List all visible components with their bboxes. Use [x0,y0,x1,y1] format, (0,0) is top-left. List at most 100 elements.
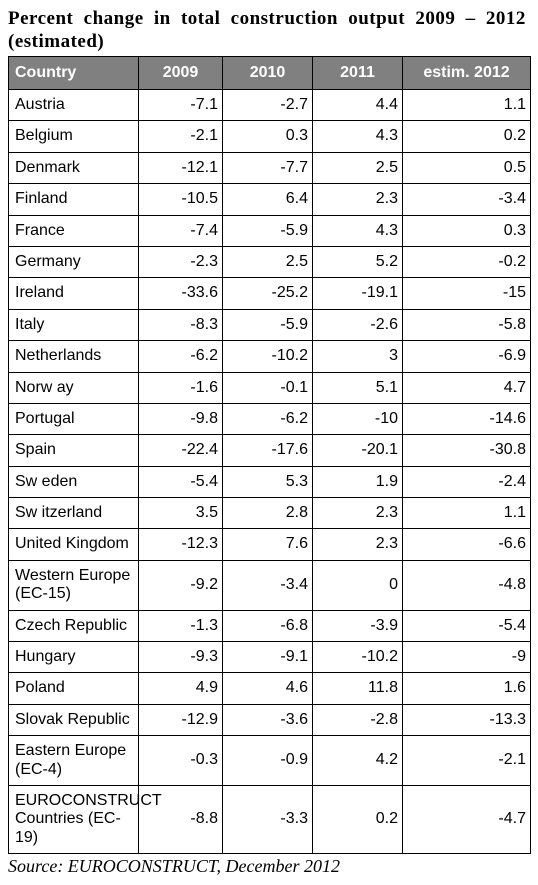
value-cell: 3 [313,341,403,372]
country-cell: France [9,215,139,246]
value-cell: -7.7 [223,152,313,183]
col-header-country: Country [9,56,139,89]
table-body: Austria-7.1-2.74.41.1Belgium-2.10.34.30.… [9,89,531,853]
country-cell: Western Europe (EC-15) [9,560,139,610]
table-row: Denmark-12.1-7.72.50.5 [9,152,531,183]
value-cell: -7.4 [139,215,223,246]
table-row: Ireland-33.6-25.2-19.1-15 [9,278,531,309]
value-cell: -0.9 [223,736,313,786]
table-row: Italy-8.3-5.9-2.6-5.8 [9,309,531,340]
value-cell: -8.3 [139,309,223,340]
value-cell: 4.6 [223,673,313,704]
country-cell: Italy [9,309,139,340]
value-cell: -3.3 [223,785,313,853]
value-cell: 2.3 [313,529,403,560]
value-cell: -6.9 [403,341,531,372]
table-header-row: Country 2009 2010 2011 estim. 2012 [9,56,531,89]
value-cell: 1.1 [403,498,531,529]
value-cell: 4.4 [313,89,403,120]
value-cell: 11.8 [313,673,403,704]
country-cell: Austria [9,89,139,120]
value-cell: -20.1 [313,435,403,466]
value-cell: 2.8 [223,498,313,529]
value-cell: -30.8 [403,435,531,466]
value-cell: -10.2 [223,341,313,372]
value-cell: -0.2 [403,246,531,277]
table-row: Western Europe (EC-15)-9.2-3.40-4.8 [9,560,531,610]
value-cell: -12.9 [139,704,223,735]
country-cell: Eastern Europe (EC-4) [9,736,139,786]
value-cell: 2.3 [313,498,403,529]
table-row: Netherlands-6.2-10.23-6.9 [9,341,531,372]
value-cell: -12.1 [139,152,223,183]
value-cell: -9.2 [139,560,223,610]
page-title: Percent change in total construction out… [8,8,530,54]
value-cell: 2.5 [313,152,403,183]
value-cell: 0.2 [403,121,531,152]
value-cell: -15 [403,278,531,309]
value-cell: -1.6 [139,372,223,403]
value-cell: -10.2 [313,642,403,673]
value-cell: 6.4 [223,184,313,215]
value-cell: -2.4 [403,466,531,497]
source-line: Source: EUROCONSTRUCT, December 2012 [8,856,530,877]
value-cell: -4.7 [403,785,531,853]
value-cell: -3.4 [403,184,531,215]
table-row: Finland-10.56.42.3-3.4 [9,184,531,215]
value-cell: 4.3 [313,121,403,152]
value-cell: -6.6 [403,529,531,560]
value-cell: -2.3 [139,246,223,277]
value-cell: -0.1 [223,372,313,403]
col-header-2009: 2009 [139,56,223,89]
country-cell: Portugal [9,403,139,434]
country-cell: United Kingdom [9,529,139,560]
value-cell: -12.3 [139,529,223,560]
value-cell: -2.6 [313,309,403,340]
value-cell: -7.1 [139,89,223,120]
value-cell: -19.1 [313,278,403,309]
value-cell: -6.8 [223,610,313,641]
country-cell: Germany [9,246,139,277]
value-cell: -22.4 [139,435,223,466]
value-cell: -5.4 [403,610,531,641]
country-cell: Slovak Republic [9,704,139,735]
value-cell: -3.4 [223,560,313,610]
value-cell: -2.7 [223,89,313,120]
value-cell: 0.3 [223,121,313,152]
country-cell: Norw ay [9,372,139,403]
country-cell: Sw itzerland [9,498,139,529]
value-cell: -5.9 [223,215,313,246]
value-cell: 5.2 [313,246,403,277]
value-cell: -4.8 [403,560,531,610]
value-cell: -9.1 [223,642,313,673]
table-row: France-7.4-5.94.30.3 [9,215,531,246]
value-cell: -9 [403,642,531,673]
value-cell: 5.1 [313,372,403,403]
value-cell: -0.3 [139,736,223,786]
table-row: Hungary-9.3-9.1-10.2-9 [9,642,531,673]
country-cell: Belgium [9,121,139,152]
value-cell: -6.2 [223,403,313,434]
value-cell: 1.1 [403,89,531,120]
value-cell: 4.2 [313,736,403,786]
value-cell: -5.8 [403,309,531,340]
value-cell: 2.5 [223,246,313,277]
value-cell: 1.6 [403,673,531,704]
table-row: Czech Republic-1.3-6.8-3.9-5.4 [9,610,531,641]
country-cell: Netherlands [9,341,139,372]
construction-output-table: Country 2009 2010 2011 estim. 2012 Austr… [8,56,531,855]
country-cell: Sw eden [9,466,139,497]
country-cell: Czech Republic [9,610,139,641]
col-header-2010: 2010 [223,56,313,89]
value-cell: 0.5 [403,152,531,183]
value-cell: 0 [313,560,403,610]
value-cell: -6.2 [139,341,223,372]
table-row: Slovak Republic-12.9-3.6-2.8-13.3 [9,704,531,735]
value-cell: 0.2 [313,785,403,853]
value-cell: -3.9 [313,610,403,641]
value-cell: -14.6 [403,403,531,434]
table-row: Spain-22.4-17.6-20.1-30.8 [9,435,531,466]
value-cell: 7.6 [223,529,313,560]
table-row: Poland4.94.611.81.6 [9,673,531,704]
value-cell: 4.7 [403,372,531,403]
